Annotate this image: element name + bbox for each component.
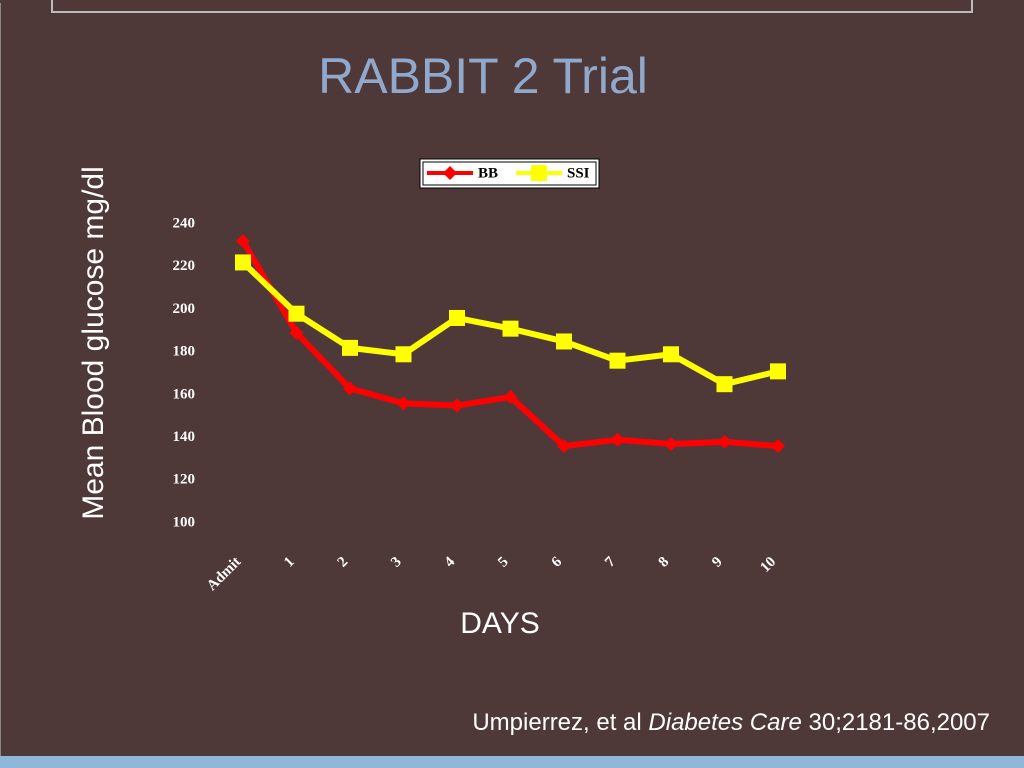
point — [717, 434, 732, 449]
y-tick-label: 200 — [173, 301, 196, 317]
legend-label: SSI — [567, 165, 590, 181]
y-tick-label: 180 — [173, 344, 196, 360]
y-tick-label: 140 — [173, 429, 196, 445]
point — [770, 363, 786, 380]
point — [664, 436, 678, 451]
point — [771, 439, 785, 454]
point — [343, 381, 357, 396]
legend-label: BB — [478, 165, 498, 181]
legend-box — [419, 158, 600, 189]
legend-inner — [422, 161, 597, 186]
y-axis-label: Mean Blood glucose mg/dl — [77, 166, 110, 520]
point — [288, 305, 305, 322]
point — [396, 396, 411, 411]
point — [663, 346, 679, 363]
point — [610, 432, 625, 447]
citation-journal: Diabetes Care — [648, 709, 801, 736]
point — [556, 333, 572, 350]
y-tick-label: 100 — [173, 514, 196, 530]
y-tick-label: 120 — [173, 472, 196, 488]
footer-band — [0, 756, 1024, 768]
citation-details: 30;2181-86,2007 — [809, 709, 991, 736]
point — [342, 339, 358, 356]
point — [503, 389, 518, 404]
point — [395, 346, 412, 363]
point — [289, 325, 304, 340]
point — [443, 166, 457, 180]
y-tick-label: 240 — [173, 215, 196, 231]
x-axis-label: DAYS — [460, 607, 539, 640]
y-tick-label: 160 — [173, 386, 196, 402]
point — [502, 320, 519, 337]
point — [716, 376, 733, 393]
citation: Umpierrez, et al Diabetes Care 30;2181-8… — [472, 709, 990, 736]
point — [557, 439, 571, 454]
point — [235, 254, 251, 271]
citation-authors: Umpierrez, et al — [472, 709, 641, 736]
point — [236, 234, 250, 249]
point — [449, 309, 465, 326]
chart-title: RABBIT 2 Trial — [318, 48, 648, 104]
point — [450, 398, 464, 413]
point — [609, 352, 626, 369]
point — [531, 165, 547, 181]
frame — [51, 0, 973, 13]
y-tick-label: 220 — [173, 258, 196, 274]
